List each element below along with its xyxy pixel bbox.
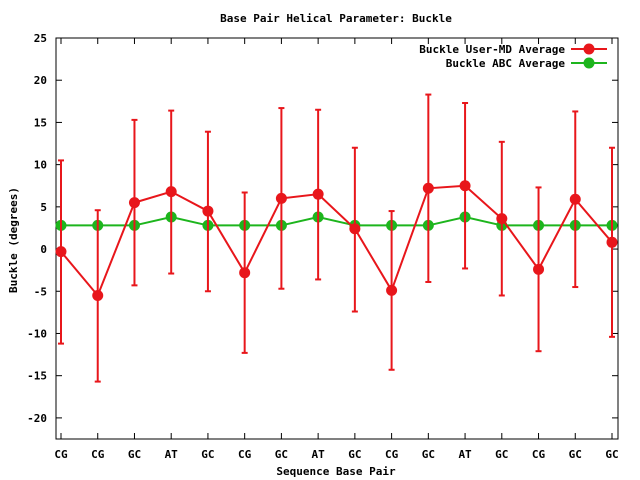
data-point <box>165 186 177 198</box>
data-point <box>422 182 434 194</box>
legend-marker <box>583 43 595 55</box>
data-point <box>239 267 251 279</box>
series-layer <box>55 93 618 383</box>
data-point <box>569 193 581 205</box>
x-tick-label: CG <box>532 448 546 461</box>
x-tick-label: AT <box>312 448 326 461</box>
y-axis-label: Buckle (degrees) <box>7 187 20 293</box>
x-tick-label: CG <box>385 448 399 461</box>
y-axis: -20 -15 -10 -5 0 5 10 15 20 25 <box>27 32 618 425</box>
data-point <box>459 180 471 192</box>
data-point <box>128 197 140 209</box>
y-tick-label: 25 <box>34 32 47 45</box>
data-point <box>533 263 545 275</box>
y-tick-label: 15 <box>34 116 47 129</box>
data-point <box>606 236 618 248</box>
x-tick-label: GC <box>275 448 288 461</box>
data-point <box>275 192 287 204</box>
legend-label: Buckle ABC Average <box>446 57 566 70</box>
x-axis: CG CG GC AT GC CG GC AT GC CG GC AT GC CG GC GC <box>54 38 619 461</box>
chart-title: Base Pair Helical Parameter: Buckle <box>220 12 452 25</box>
x-tick-label: AT <box>458 448 472 461</box>
y-tick-label: 20 <box>34 74 47 87</box>
plot-frame <box>55 37 619 440</box>
series-line <box>61 215 612 227</box>
series-line <box>60 184 613 298</box>
data-point <box>202 205 214 217</box>
x-tick-label: GC <box>128 448 141 461</box>
x-tick-label: GC <box>569 448 582 461</box>
x-tick-label: GC <box>605 448 618 461</box>
x-tick-label: GC <box>201 448 214 461</box>
data-point <box>55 246 67 258</box>
x-tick-label: CG <box>54 448 68 461</box>
series-user-md <box>55 93 618 383</box>
y-tick-label: -20 <box>27 412 47 425</box>
x-tick-label: CG <box>238 448 252 461</box>
y-tick-label: 10 <box>34 159 47 172</box>
data-point <box>312 188 324 200</box>
data-point <box>496 213 508 225</box>
x-tick-label: CG <box>91 448 105 461</box>
data-point <box>349 223 361 235</box>
legend-label: Buckle User-MD Average <box>419 43 565 56</box>
data-point <box>92 289 104 301</box>
x-axis-label: Sequence Base Pair <box>276 465 396 478</box>
data-point <box>386 284 398 296</box>
x-tick-label: GC <box>348 448 361 461</box>
y-tick-label: -5 <box>34 285 47 298</box>
x-tick-label: GC <box>495 448 508 461</box>
series-abc <box>55 211 618 231</box>
y-tick-label: -10 <box>27 327 47 340</box>
plot-border <box>55 37 619 440</box>
y-tick-label: -15 <box>27 370 47 383</box>
y-tick-label: 0 <box>40 243 47 256</box>
x-tick-label: AT <box>165 448 179 461</box>
x-tick-label: GC <box>422 448 435 461</box>
y-tick-label: 5 <box>40 201 47 214</box>
legend-marker <box>583 57 595 69</box>
